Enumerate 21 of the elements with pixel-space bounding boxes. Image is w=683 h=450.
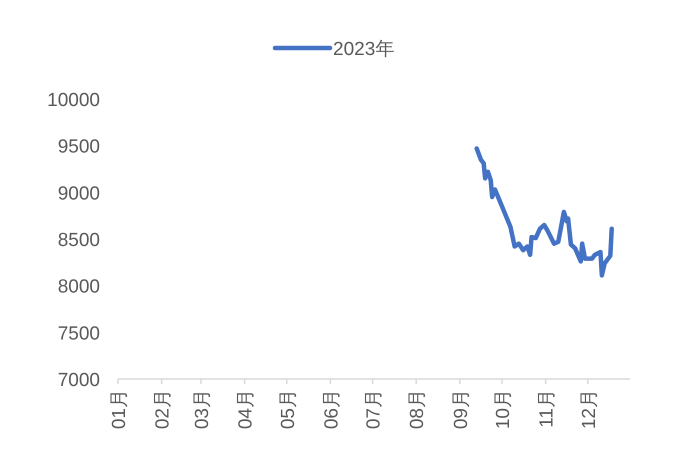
- x-tick-label: 02月: [152, 389, 174, 430]
- y-tick-label: 8000: [58, 276, 100, 298]
- y-tick-label: 10000: [47, 90, 100, 111]
- y-tick-label: 9000: [58, 183, 100, 204]
- x-tick-label: 03月: [192, 389, 213, 430]
- x-tick-label: 05月: [278, 389, 299, 430]
- y-tick-label: 8500: [58, 230, 100, 251]
- x-tick-label: 10月: [493, 389, 514, 430]
- x-tick-label: 12月: [578, 389, 600, 430]
- y-tick-label: 9500: [58, 136, 100, 158]
- y-tick-label: 7500: [58, 323, 100, 344]
- x-tick-label: 04月: [236, 389, 257, 430]
- x-tick-label: 01月: [109, 389, 130, 430]
- x-tick-label: 07月: [364, 389, 385, 430]
- legend: 2023年: [272, 39, 394, 60]
- legend-label: 2023年: [333, 39, 394, 60]
- x-tick-label: 09月: [450, 389, 472, 430]
- x-tick-label: 06月: [321, 389, 342, 430]
- x-tick-label: 11月: [536, 389, 558, 428]
- x-tick-label: 08月: [407, 389, 428, 430]
- y-tick-label: 7000: [58, 370, 100, 391]
